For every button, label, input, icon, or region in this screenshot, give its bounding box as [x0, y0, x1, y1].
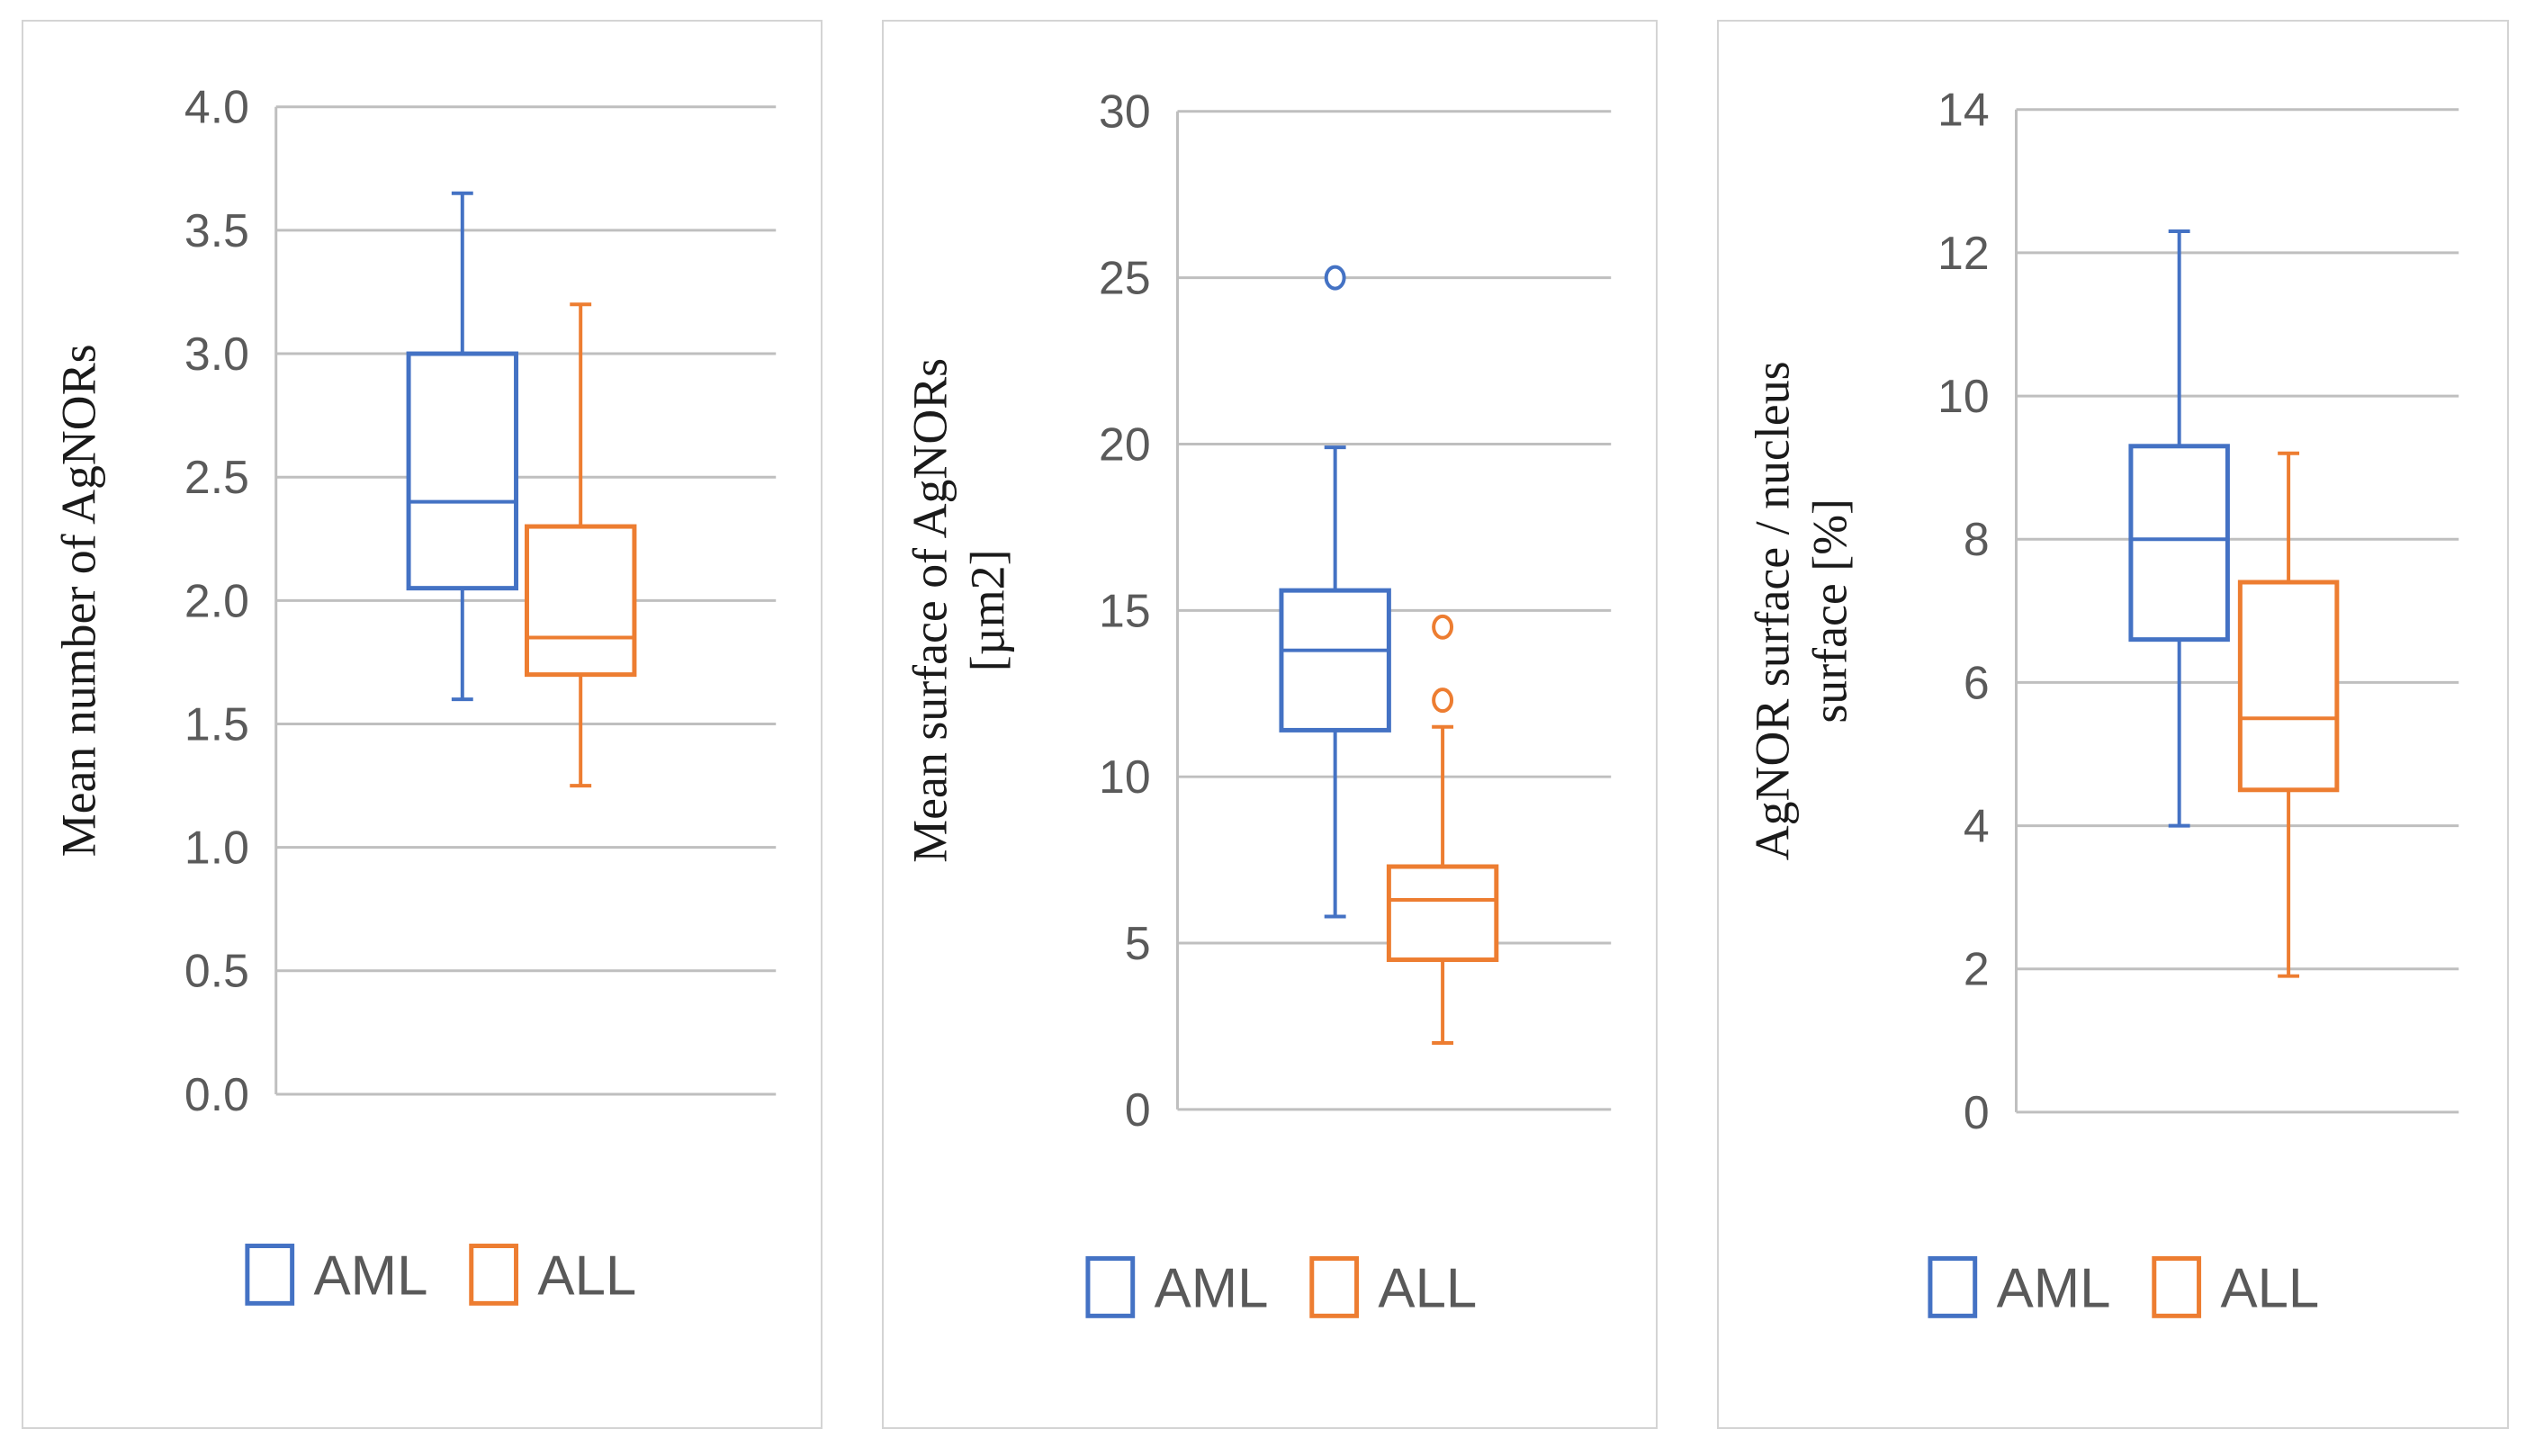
chart-svg-mean-number: 0.0 0.5 1.0 1.5 2.0 2.5 3.0 3.5 4.0 Mean number o… — [52, 81, 777, 1307]
legend-swatch-aml — [1085, 1255, 1136, 1318]
y-tick-label: 12 — [1937, 227, 1990, 279]
y-tick-label: 30 — [1099, 85, 1151, 138]
y-tick-label: 6 — [1964, 656, 1990, 708]
y-tick-label: 2.5 — [184, 451, 249, 503]
y-tick-label: 4.0 — [184, 81, 249, 133]
legend-label-aml: AML — [1155, 1257, 1269, 1319]
legend-swatch-aml — [1928, 1255, 1978, 1318]
chart-panel-mean-surface: 0 5 10 15 20 25 30 Mean surface of AgNORs [µm2] A… — [882, 20, 1658, 1429]
legend-swatch-aml — [245, 1244, 295, 1306]
y-tick-label: 25 — [1099, 252, 1151, 304]
box-aml — [406, 351, 519, 591]
y-tick-label: 3.5 — [184, 204, 249, 256]
outlier-point — [1324, 265, 1346, 291]
y-axis-label: Mean number of AgNORs — [52, 344, 106, 857]
y-axis-label: Mean surface of AgNORs — [903, 358, 957, 863]
outlier-point — [1432, 688, 1454, 714]
box-aml — [2128, 444, 2230, 643]
box-aml — [1279, 588, 1391, 732]
y-tick-label: 15 — [1099, 584, 1151, 636]
y-tick-label: 2 — [1964, 943, 1990, 995]
box-all — [2237, 580, 2340, 793]
y-axis-label: AgNOR surface / nucleus — [1746, 361, 1800, 860]
y-axis-label: surface [%] — [1802, 499, 1856, 724]
y-tick-label: 1.0 — [184, 822, 249, 874]
legend-label-aml: AML — [314, 1245, 428, 1307]
y-tick-label: 14 — [1937, 84, 1990, 136]
box-all — [1386, 864, 1499, 963]
chart-svg-surface-ratio: 0 2 4 6 8 10 12 14 AgNOR surface / nucleus surfac… — [1746, 84, 2459, 1319]
legend-swatch-all — [2152, 1255, 2202, 1318]
y-tick-label: 10 — [1937, 370, 1990, 422]
box-all — [524, 524, 637, 678]
y-tick-label: 4 — [1964, 799, 1990, 851]
legend-swatch-all — [1309, 1255, 1360, 1318]
y-tick-label: 0 — [1964, 1086, 1990, 1138]
y-tick-label: 0.5 — [184, 945, 249, 997]
y-axis-label: [µm2] — [960, 549, 1014, 671]
y-tick-label: 20 — [1099, 418, 1151, 470]
y-tick-label: 0.0 — [184, 1068, 249, 1120]
y-tick-label: 5 — [1125, 917, 1151, 969]
y-tick-label: 1.5 — [184, 697, 249, 750]
y-tick-label: 3.0 — [184, 328, 249, 380]
legend-swatch-all — [469, 1244, 519, 1306]
y-tick-label: 10 — [1099, 750, 1151, 803]
legend-label-all: ALL — [537, 1245, 636, 1307]
legend-label-all: ALL — [2220, 1257, 2319, 1319]
y-tick-label: 0 — [1125, 1083, 1151, 1136]
y-tick-label: 8 — [1964, 513, 1990, 565]
chart-svg-mean-surface: 0 5 10 15 20 25 30 Mean surface of AgNORs [µm2] A… — [903, 85, 1612, 1319]
y-tick-label: 2.0 — [184, 574, 249, 626]
outlier-point — [1432, 614, 1454, 640]
legend-label-all: ALL — [1378, 1257, 1477, 1319]
chart-panel-mean-number: 0.0 0.5 1.0 1.5 2.0 2.5 3.0 3.5 4.0 Mean number o… — [22, 20, 823, 1429]
legend-label-aml: AML — [1997, 1257, 2111, 1319]
chart-panel-surface-ratio: 0 2 4 6 8 10 12 14 AgNOR surface / nucleus surfac… — [1717, 20, 2509, 1429]
